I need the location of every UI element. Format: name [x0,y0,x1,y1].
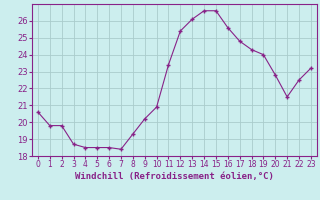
X-axis label: Windchill (Refroidissement éolien,°C): Windchill (Refroidissement éolien,°C) [75,172,274,181]
